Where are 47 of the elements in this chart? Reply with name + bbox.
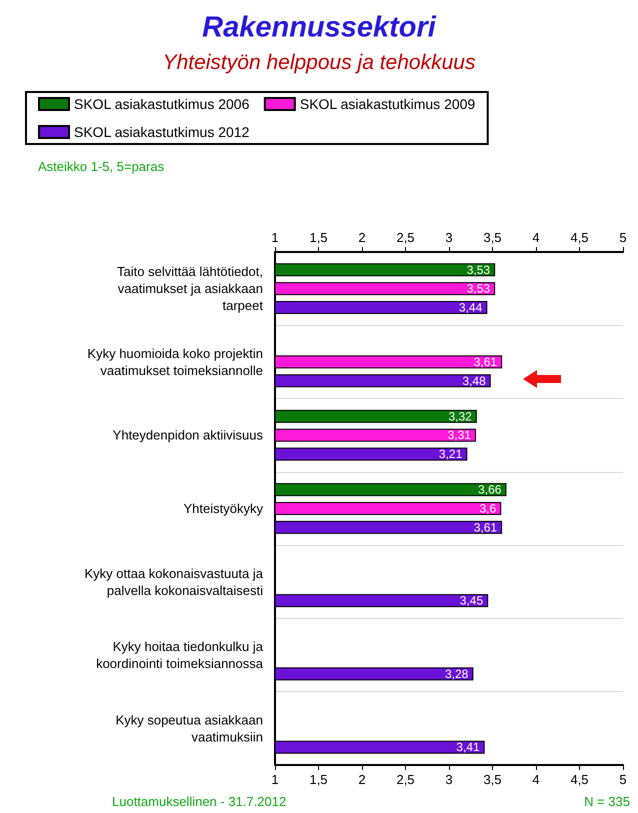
y-tick-label: Kyky hoitaa tiedonkulku ja koordinointi toimeksiannossa — [96, 639, 264, 672]
data-label: 3,66 — [478, 482, 502, 497]
data-label: 3,28 — [445, 666, 469, 681]
data-label: 3,61 — [474, 520, 498, 534]
x-tick-label: 5 — [619, 772, 627, 787]
x-tick-label: 2 — [358, 772, 366, 787]
data-label: 3,53 — [466, 262, 490, 277]
legend-label: SKOL asiakastutkimus 2009 — [300, 96, 476, 112]
x-tick-label: 4 — [532, 772, 540, 787]
data-label: 3,21 — [438, 447, 463, 462]
y-tick-label: Taito selvittää lähtötiedot, vaatimukset ja asiakkaan tarpeet — [117, 264, 264, 314]
chart-subtitle: Yhteistyön helppous ja tehokkuus — [162, 51, 476, 74]
x-tick-label: 3 — [445, 772, 453, 787]
x2-tick-label: 1,5 — [309, 230, 328, 245]
legend-label: SKOL asiakastutkimus 2012 — [74, 124, 250, 140]
y-tick-label: Kyky ottaa kokonaisvastuuta ja palvella kokonaisvaltaisesti — [84, 566, 264, 598]
x2-tick-label: 3,5 — [483, 230, 502, 245]
data-label: 3,45 — [460, 594, 484, 608]
x-tick-label: 1 — [271, 772, 279, 787]
text: Luottamuksellinen - 31.7.2012 — [112, 794, 286, 809]
text: N = 335 — [584, 794, 630, 809]
data-label: 3,6 — [480, 502, 497, 516]
x2-tick-label: 5 — [619, 230, 627, 245]
y-tick-label: Yhteistyökyky — [184, 501, 264, 516]
text: Asteikko 1-5, 5=paras — [38, 159, 165, 174]
x2-tick-label: 2 — [358, 230, 366, 245]
data-label: 3,48 — [462, 374, 486, 388]
data-label: 3,31 — [448, 428, 472, 442]
x2-tick-label: 3 — [445, 230, 453, 245]
x-tick-label: 4,5 — [570, 772, 589, 787]
x-tick-label: 2,5 — [396, 772, 415, 787]
data-label: 3,32 — [448, 409, 472, 424]
legend-label: SKOL asiakastutkimus 2006 — [74, 96, 250, 112]
x2-tick-label: 1 — [271, 230, 279, 245]
chart-title: Rakennussektori — [202, 12, 437, 44]
data-label: 3,53 — [466, 282, 490, 296]
x-tick-label: 3,5 — [483, 772, 502, 787]
data-label: 3,44 — [458, 300, 483, 314]
x-tick-label: 1,5 — [309, 772, 328, 787]
x2-tick-label: 4,5 — [570, 230, 589, 245]
x2-tick-label: 4 — [532, 230, 540, 245]
y-tick-label: Kyky huomioida koko projektin vaatimukset toimeksiannolle — [87, 346, 263, 378]
y-tick-label: Yhteydenpidon aktiivisuus — [112, 428, 264, 443]
data-label: 3,41 — [456, 740, 480, 754]
y-tick-label: Kyky sopeutua asiakkaan vaatimuksiin — [116, 712, 263, 744]
data-label: 3,61 — [474, 354, 498, 369]
x2-tick-label: 2,5 — [396, 230, 415, 245]
